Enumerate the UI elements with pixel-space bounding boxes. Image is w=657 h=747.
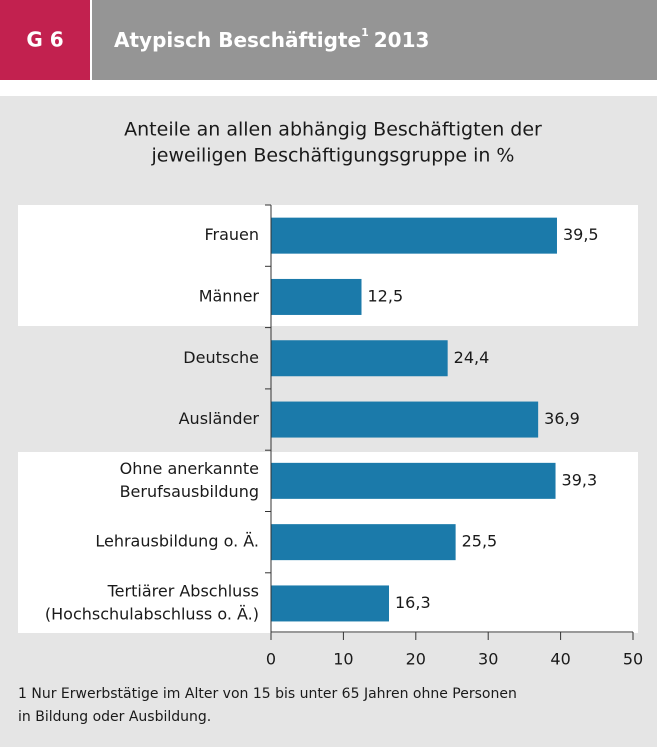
y-tick-label: Männer xyxy=(199,286,260,305)
x-tick-label: 10 xyxy=(333,650,353,669)
value-label: 24,4 xyxy=(454,348,490,367)
title-sup: 1 xyxy=(361,26,369,39)
bar xyxy=(271,524,456,561)
y-tick-label: Tertiärer Abschluss xyxy=(107,581,259,600)
x-tick-label: 40 xyxy=(550,650,570,669)
bar xyxy=(271,401,539,438)
x-tick-label: 20 xyxy=(406,650,426,669)
x-tick-label: 0 xyxy=(266,650,276,669)
bar xyxy=(271,340,448,377)
value-label: 36,9 xyxy=(544,409,580,428)
y-tick-label: Lehrausbildung o. Ä. xyxy=(95,532,259,551)
x-tick-label: 50 xyxy=(623,650,643,669)
value-label: 39,5 xyxy=(563,225,599,244)
y-tick-label: Deutsche xyxy=(183,348,259,367)
y-tick-label: Berufsausbildung xyxy=(120,482,259,501)
bar xyxy=(271,278,362,315)
value-label: 16,3 xyxy=(395,593,431,612)
header-title-box xyxy=(92,0,657,80)
bar xyxy=(271,585,390,622)
header-label: G 6 xyxy=(26,28,63,52)
footnote: in Bildung oder Ausbildung. xyxy=(18,709,211,725)
chart-subtitle: Anteile an allen abhängig Beschäftigten … xyxy=(124,119,542,141)
title-year: 2013 xyxy=(374,28,430,52)
header-title: Atypisch Beschäftigte1 2013 xyxy=(114,26,429,52)
bar xyxy=(271,462,556,499)
bar xyxy=(271,217,557,254)
footnote: 1 Nur Erwerbstätige im Alter von 15 bis … xyxy=(18,686,517,702)
y-tick-label: Ausländer xyxy=(179,409,260,428)
y-tick-label: Ohne anerkannte xyxy=(120,459,259,478)
y-tick-label: Frauen xyxy=(204,225,259,244)
title-text: Atypisch Beschäftigte xyxy=(114,28,361,52)
chart-subtitle: jeweiligen Beschäftigungsgruppe in % xyxy=(151,145,515,167)
value-label: 25,5 xyxy=(462,532,498,551)
y-tick-label: (Hochschulabschluss o. Ä.) xyxy=(45,604,259,623)
header-label-box xyxy=(0,0,90,80)
x-tick-label: 30 xyxy=(478,650,498,669)
value-label: 39,3 xyxy=(562,470,598,489)
value-label: 12,5 xyxy=(368,286,404,305)
